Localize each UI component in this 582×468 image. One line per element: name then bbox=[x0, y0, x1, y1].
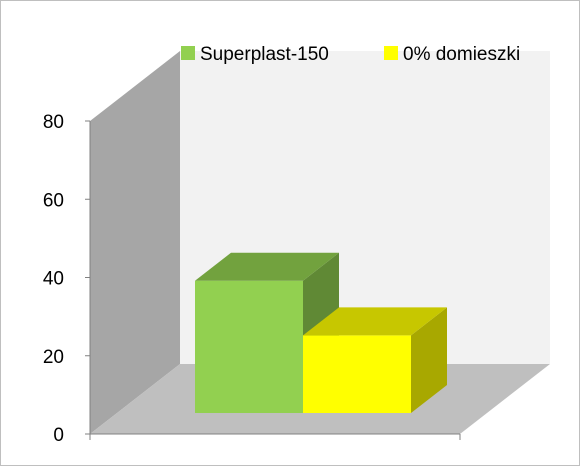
y-tick-label: 80 bbox=[43, 112, 64, 133]
bar-top-1 bbox=[195, 252, 339, 281]
legend-swatch-1 bbox=[181, 46, 195, 60]
y-tick-label: 20 bbox=[43, 347, 64, 368]
bar-side-2 bbox=[411, 307, 447, 413]
y-tick-label: 0 bbox=[53, 425, 64, 446]
legend-label-2: 0% domieszki bbox=[403, 44, 520, 65]
y-tick-label: 40 bbox=[43, 269, 64, 290]
side-wall bbox=[90, 51, 180, 434]
y-tick-label: 60 bbox=[43, 190, 64, 211]
legend-swatch-2 bbox=[384, 46, 398, 60]
bar-1 bbox=[195, 280, 303, 413]
bar-top-2 bbox=[303, 307, 447, 336]
legend-label-1: Superplast-150 bbox=[200, 44, 329, 65]
bar-2 bbox=[303, 335, 411, 413]
